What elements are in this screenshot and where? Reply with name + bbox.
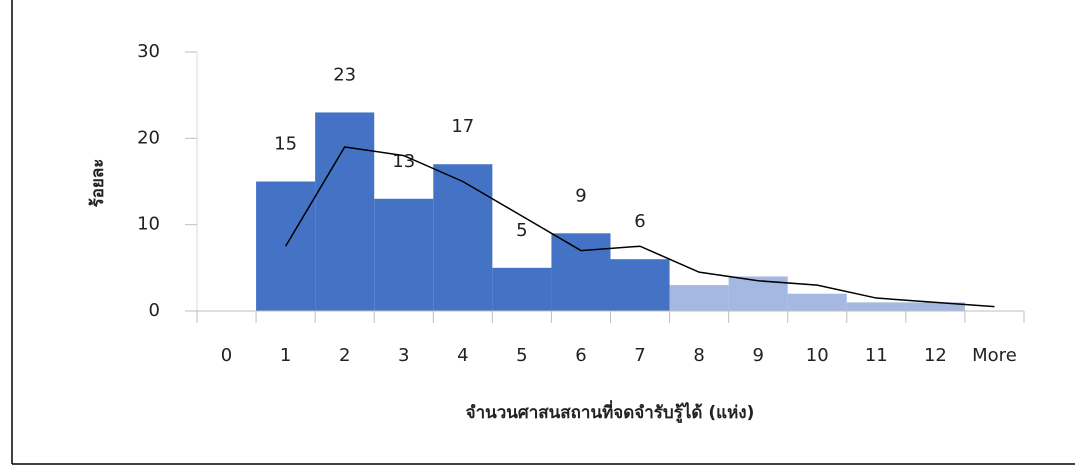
bar <box>787 293 847 311</box>
y-tick-label: 20 <box>137 127 160 148</box>
x-tick-label: 5 <box>516 345 527 366</box>
line <box>284 146 995 308</box>
x-tick-label: 9 <box>752 345 763 366</box>
bar <box>669 285 729 311</box>
y-axis-title: ร้อยละ <box>88 159 108 208</box>
x-tick-label: 7 <box>634 345 645 366</box>
x-tick-label: 1 <box>280 345 291 366</box>
y-tick-label: 10 <box>137 214 160 235</box>
x-tick-label: 6 <box>575 345 586 366</box>
data-label: 13 <box>392 151 415 172</box>
bar <box>905 302 965 311</box>
x-tick-label: 0 <box>221 345 232 366</box>
data-label: 5 <box>516 220 527 241</box>
x-tick-label: 3 <box>398 345 409 366</box>
bar <box>551 233 611 311</box>
bar <box>492 267 552 311</box>
x-tick-label: 2 <box>339 345 350 366</box>
bar <box>374 198 434 311</box>
bar <box>846 302 906 311</box>
x-tick-label: 8 <box>693 345 704 366</box>
data-label: 6 <box>634 211 645 232</box>
y-tick-label: 0 <box>149 300 160 321</box>
bar <box>433 164 493 311</box>
x-axis-title: จำนวนศาสนสถานที่จดจำรับรู้ได้ (แห่ง) <box>466 400 755 424</box>
x-tick-label: More <box>972 345 1017 366</box>
x-tick-label: 11 <box>865 345 888 366</box>
data-label: 9 <box>575 185 586 206</box>
data-label: 15 <box>274 134 297 155</box>
data-label: 23 <box>333 64 356 85</box>
x-tick-label: 10 <box>806 345 829 366</box>
x-tick-label: 12 <box>924 345 947 366</box>
bar <box>315 112 375 311</box>
y-tick-label: 30 <box>137 41 160 62</box>
x-tick-label: 4 <box>457 345 468 366</box>
data-label: 17 <box>451 116 474 137</box>
bar <box>610 259 670 311</box>
